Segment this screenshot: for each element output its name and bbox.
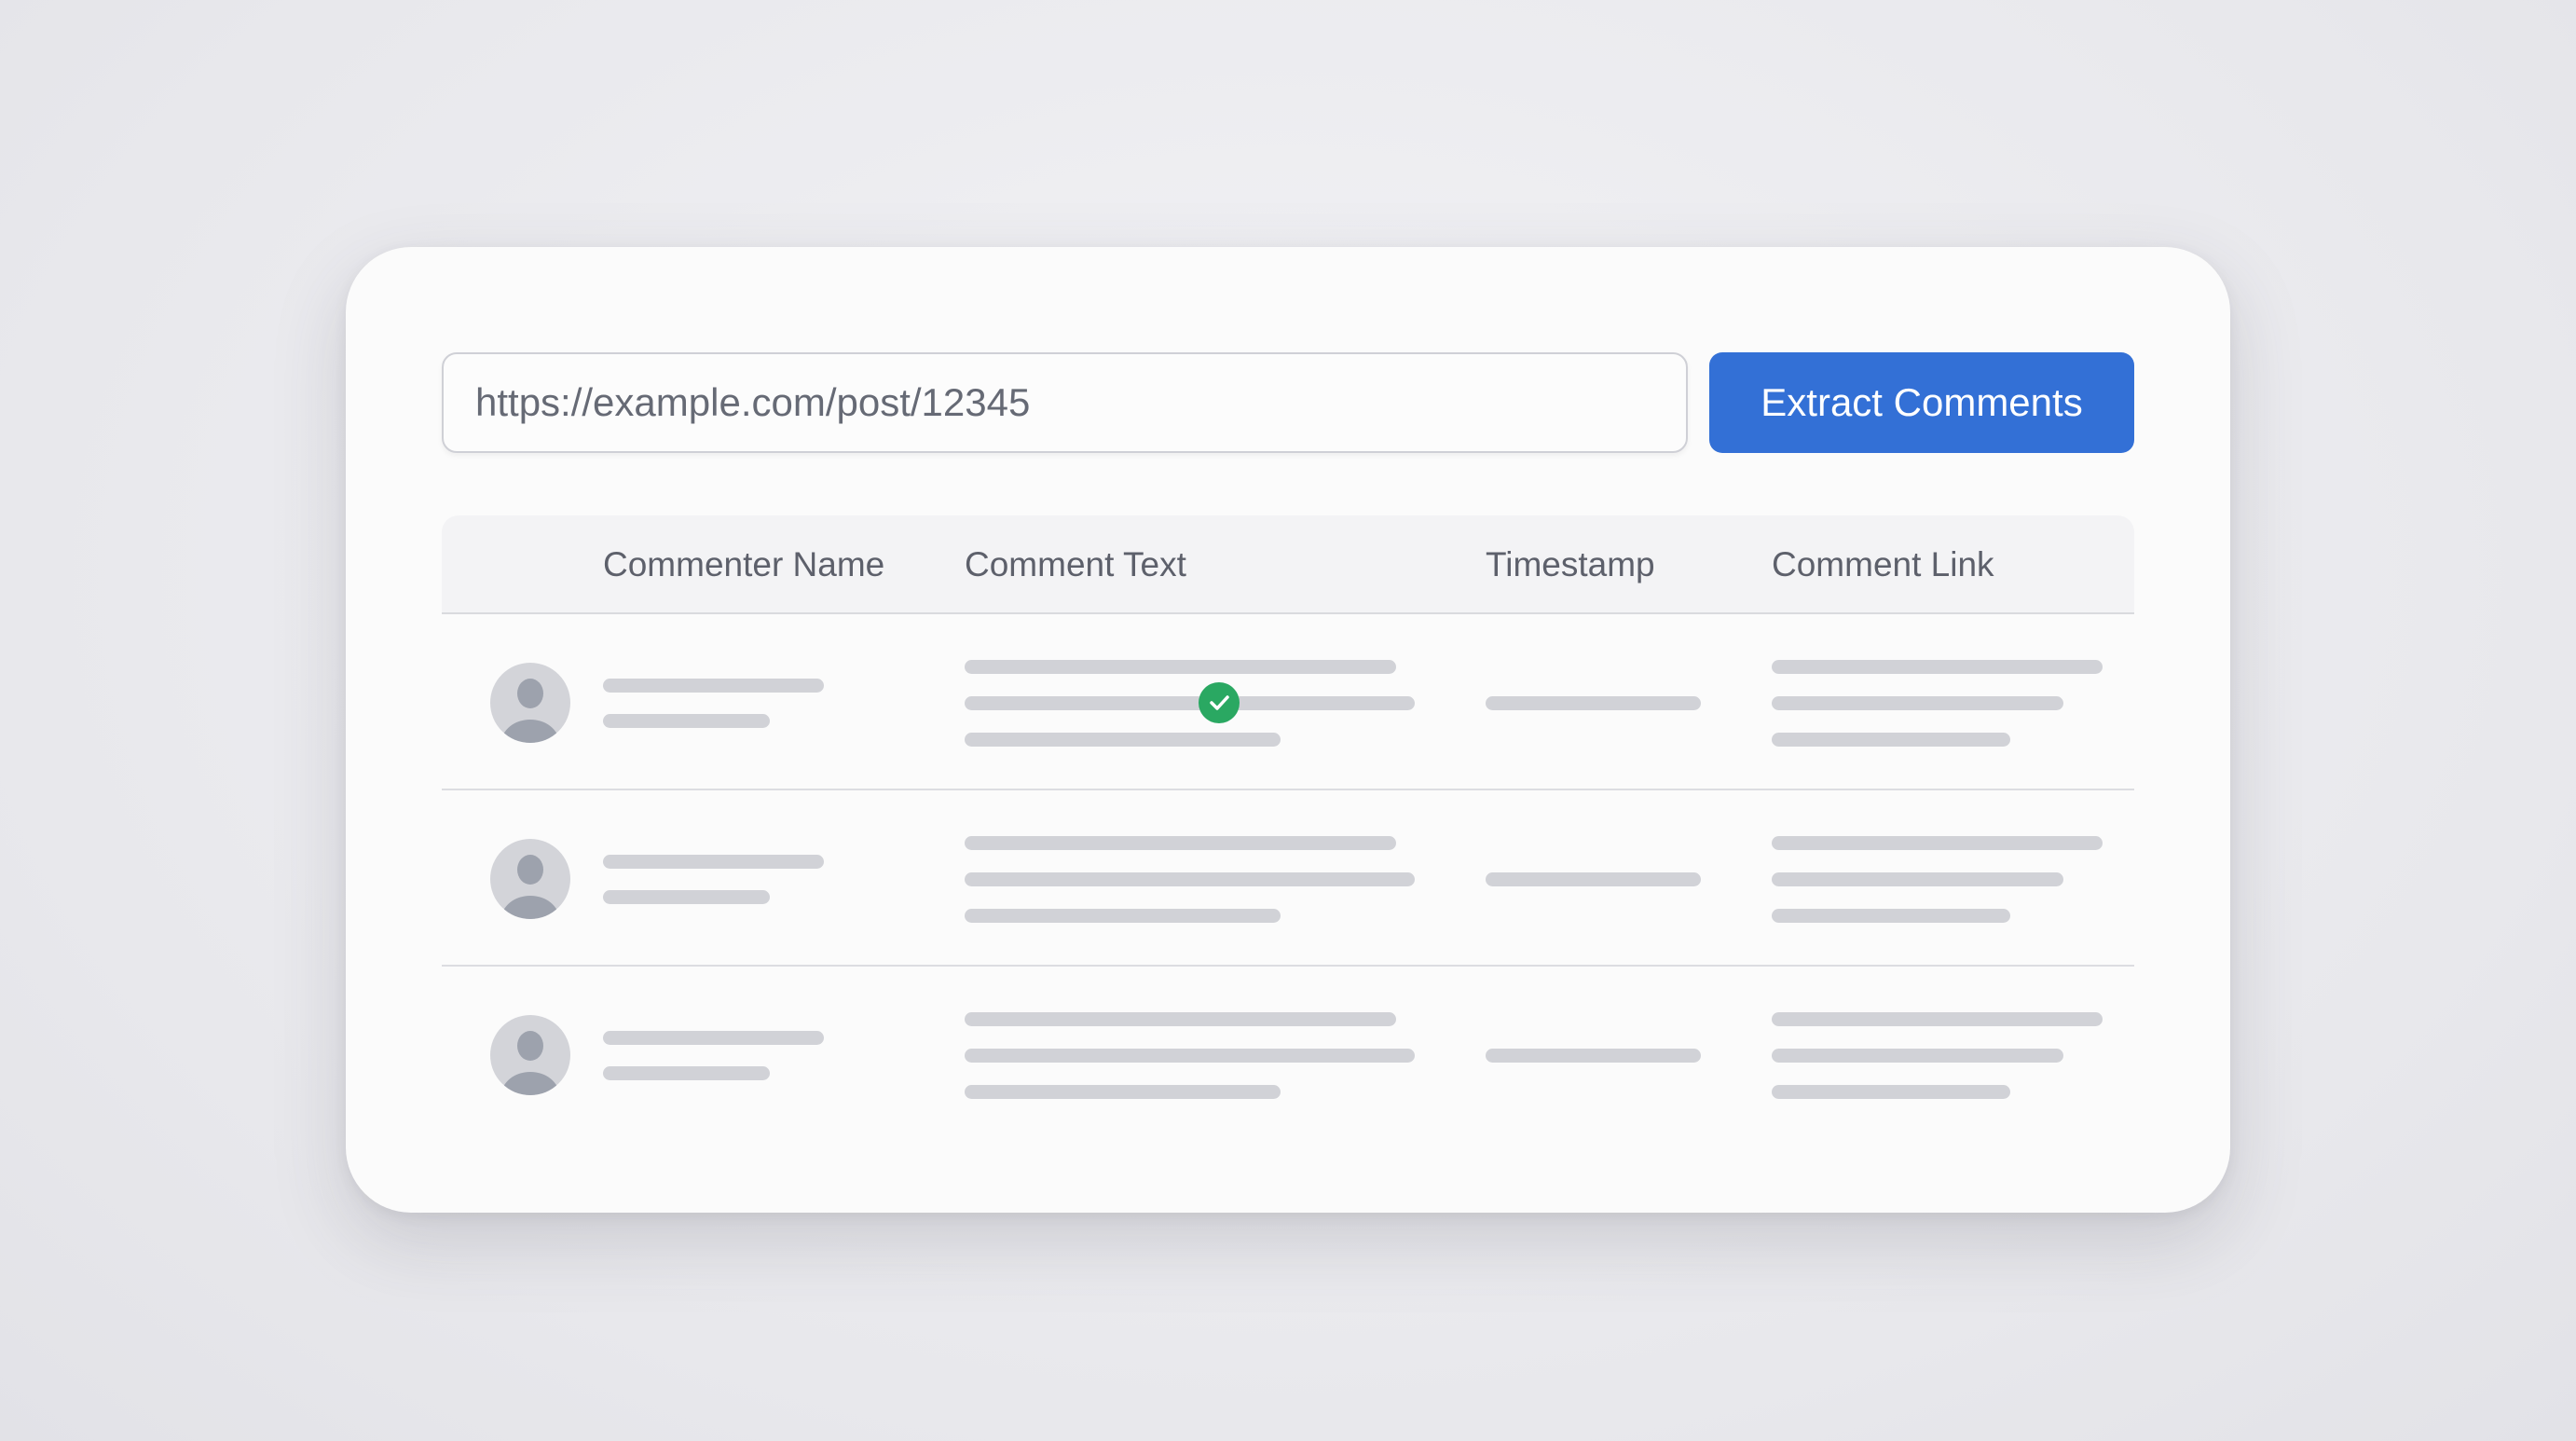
comment-link-placeholder <box>1772 872 2063 886</box>
comment-text-placeholder <box>965 872 1415 886</box>
comment-link-placeholder <box>1772 733 2010 747</box>
comment-text-placeholder <box>965 696 1415 710</box>
comment-link-placeholder <box>1772 836 2103 850</box>
table-row[interactable] <box>442 967 2134 1143</box>
comment-extractor-card: Extract Comments Commenter Name Comment … <box>346 247 2230 1213</box>
comment-text-placeholder <box>965 1012 1396 1026</box>
handle-placeholder <box>603 890 770 904</box>
table-header: Commenter Name Comment Text Timestamp Co… <box>442 515 2134 614</box>
timestamp-placeholder <box>1486 872 1701 886</box>
check-circle-icon <box>1199 682 1240 723</box>
handle-placeholder <box>603 1066 770 1080</box>
comment-text-placeholder <box>965 733 1281 747</box>
timestamp-placeholder <box>1486 1049 1701 1063</box>
comment-text-placeholder <box>965 836 1396 850</box>
timestamp-placeholder <box>1486 696 1701 710</box>
comment-link-placeholder <box>1772 1085 2010 1099</box>
handle-placeholder <box>603 714 770 728</box>
extract-comments-button[interactable]: Extract Comments <box>1709 352 2134 453</box>
comment-link-placeholder <box>1772 696 2063 710</box>
comment-link-placeholder <box>1772 660 2103 674</box>
comment-link-placeholder <box>1772 909 2010 923</box>
name-placeholder <box>603 679 824 693</box>
comment-text-placeholder <box>965 909 1281 923</box>
comment-link-placeholder <box>1772 1012 2103 1026</box>
table-row[interactable] <box>442 790 2134 967</box>
comment-text-placeholder <box>965 1085 1281 1099</box>
header-comment-link[interactable]: Comment Link <box>1772 545 1994 583</box>
comment-text-placeholder <box>965 660 1396 674</box>
name-placeholder <box>603 1031 824 1045</box>
comment-link-placeholder <box>1772 1049 2063 1063</box>
user-avatar-icon <box>490 663 570 743</box>
user-avatar-icon <box>490 839 570 919</box>
table-row[interactable] <box>442 614 2134 790</box>
name-placeholder <box>603 855 824 869</box>
header-timestamp[interactable]: Timestamp <box>1486 545 1655 583</box>
user-avatar-icon <box>490 1015 570 1095</box>
header-comment-text[interactable]: Comment Text <box>965 545 1186 583</box>
comment-text-placeholder <box>965 1049 1415 1063</box>
header-commenter-name[interactable]: Commenter Name <box>603 545 885 583</box>
url-input[interactable] <box>442 352 1688 453</box>
